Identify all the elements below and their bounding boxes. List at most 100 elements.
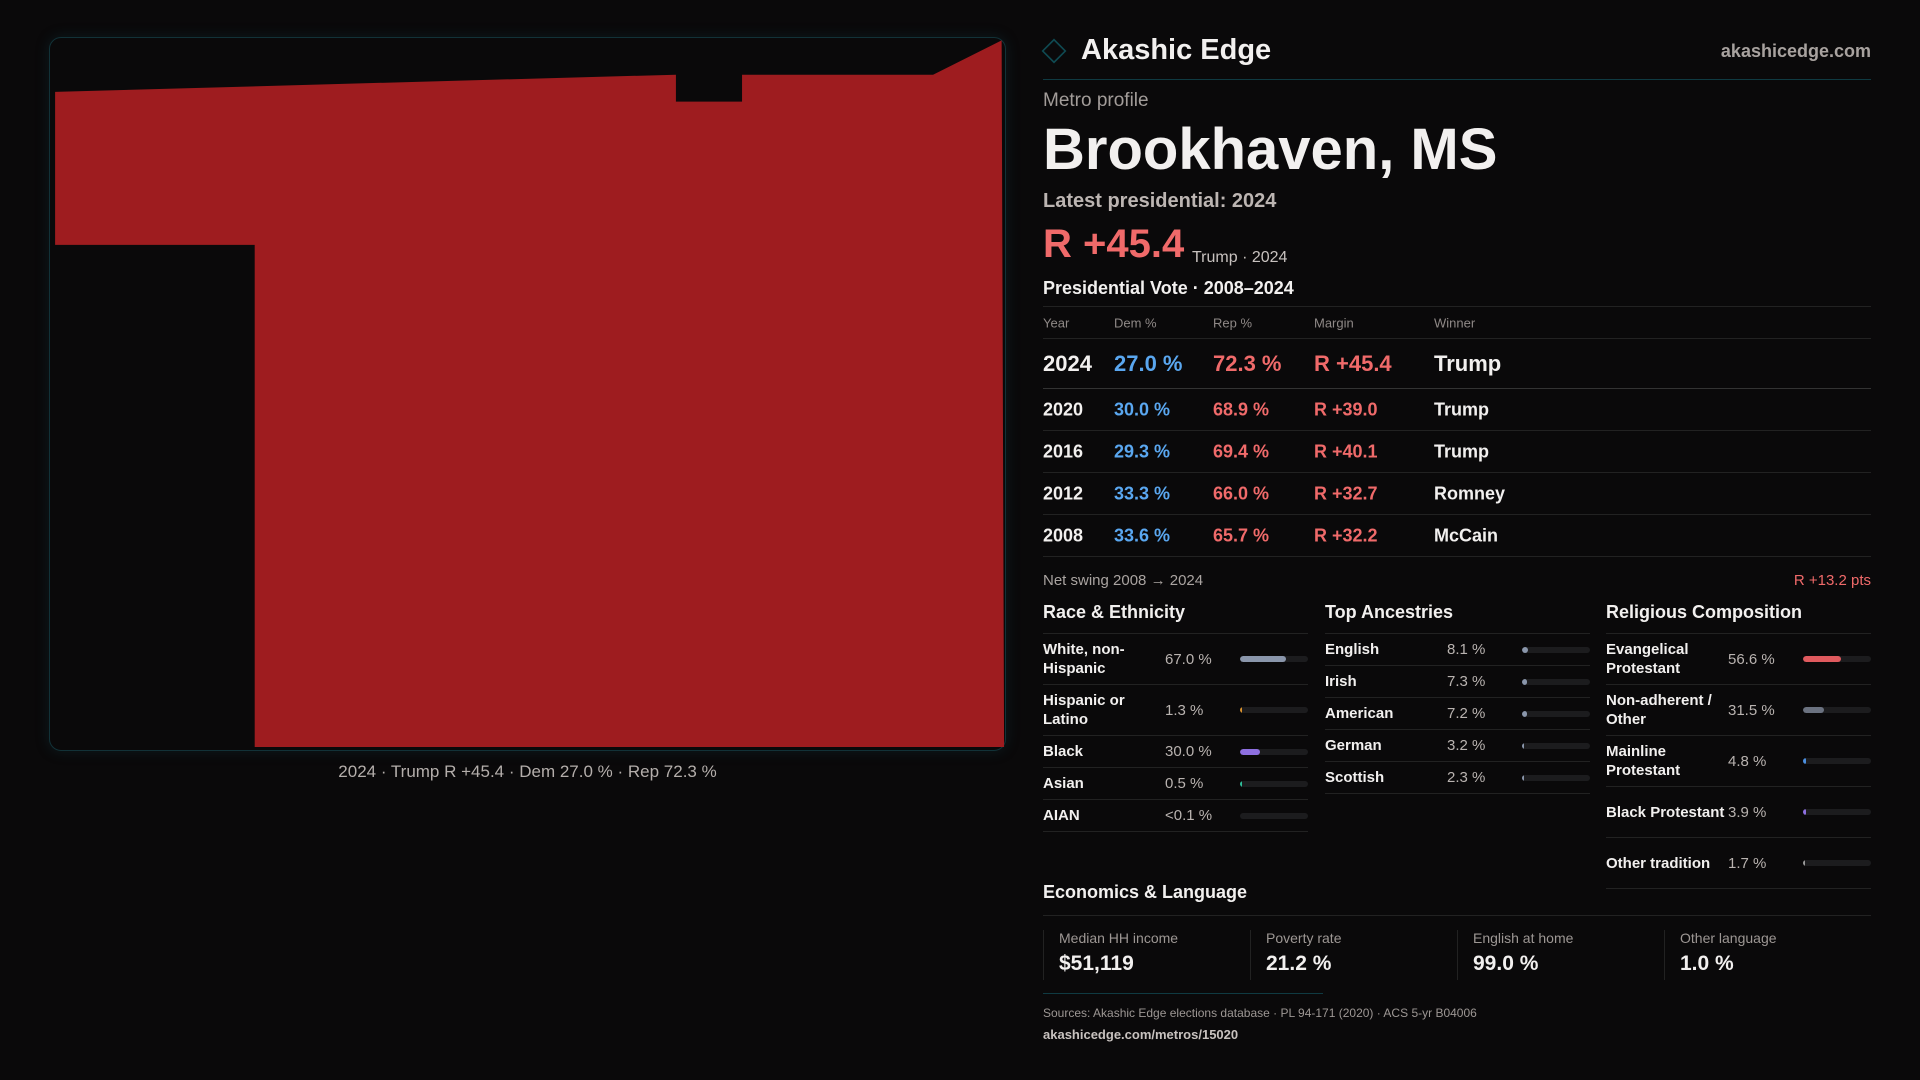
cell-rep-pct: 72.3 % bbox=[1213, 350, 1282, 376]
stat-value: 99.0 % bbox=[1473, 952, 1539, 975]
cell-dem-pct: 27.0 % bbox=[1114, 350, 1183, 376]
stat-card: English at home 99.0 % bbox=[1457, 930, 1664, 980]
divider bbox=[1043, 993, 1323, 994]
bar-track bbox=[1803, 758, 1871, 764]
col-year: Year bbox=[1043, 315, 1070, 330]
cell-dem-pct: 33.3 % bbox=[1114, 483, 1171, 503]
race-section: Race & Ethnicity White, non-Hispanic 67.0 … bbox=[1043, 602, 1308, 832]
stat-label: Median HH income bbox=[1059, 930, 1179, 946]
cell-winner: Romney bbox=[1434, 483, 1506, 503]
race-row: Black 30.0 % bbox=[1043, 736, 1308, 768]
row-pct: 56.6 % bbox=[1728, 650, 1775, 668]
ancestry-row: English 8.1 % bbox=[1325, 634, 1590, 666]
cell-dem-pct: 29.3 % bbox=[1114, 441, 1171, 461]
cell-margin: R +32.2 bbox=[1314, 525, 1378, 545]
cell-margin: R +32.7 bbox=[1314, 483, 1378, 503]
bar-fill bbox=[1803, 809, 1806, 815]
col-margin: Margin bbox=[1314, 315, 1354, 330]
bar-track bbox=[1522, 678, 1590, 685]
cell-rep-pct: 69.4 % bbox=[1213, 441, 1270, 461]
page-title: Brookhaven, MS bbox=[1043, 117, 1498, 182]
ancestry-row: Scottish 2.3 % bbox=[1325, 762, 1590, 794]
row-pct: 4.8 % bbox=[1728, 752, 1767, 770]
stat-label: Other language bbox=[1680, 930, 1777, 946]
row-pct: 8.1 % bbox=[1447, 641, 1486, 658]
diamond-logo-icon bbox=[1041, 38, 1067, 64]
stat-value: 1.0 % bbox=[1680, 952, 1734, 975]
latest-label: Latest presidential: 2024 bbox=[1043, 190, 1277, 212]
bar-fill bbox=[1803, 707, 1825, 713]
votes-table: Year Dem % Rep % Margin Winner 2024 27.0 … bbox=[1043, 306, 1871, 557]
table-row: 2016 29.3 % 69.4 % R +40.1 Trump bbox=[1043, 431, 1871, 473]
cell-year: 2012 bbox=[1043, 483, 1084, 503]
bar-track bbox=[1240, 707, 1308, 713]
ancestry-title: Top Ancestries bbox=[1325, 602, 1590, 634]
cell-year: 2020 bbox=[1043, 399, 1084, 419]
row-label: Mainline Protestant bbox=[1606, 743, 1681, 779]
row-label: Other tradition bbox=[1606, 854, 1711, 872]
race-row: AIAN <0.1 % bbox=[1043, 800, 1308, 832]
bar-track bbox=[1522, 774, 1590, 781]
bar-fill bbox=[1522, 774, 1525, 781]
cell-rep-pct: 66.0 % bbox=[1213, 483, 1270, 503]
col-dem: Dem % bbox=[1114, 315, 1157, 330]
row-pct: 7.3 % bbox=[1447, 673, 1486, 690]
bar-track bbox=[1240, 780, 1308, 787]
metro-url[interactable]: akashicedge.com/metros/15020 bbox=[1043, 1027, 1239, 1042]
stat-label: Poverty rate bbox=[1266, 930, 1342, 946]
ancestry-row: Irish 7.3 % bbox=[1325, 666, 1590, 698]
econ-title: Economics & Language bbox=[1043, 882, 1871, 916]
bar-track bbox=[1522, 646, 1590, 653]
bar-track bbox=[1803, 707, 1871, 713]
row-label: Black Protestant bbox=[1606, 803, 1725, 821]
bar-fill bbox=[1803, 758, 1807, 764]
row-pct: 3.2 % bbox=[1447, 737, 1486, 754]
cell-rep-pct: 68.9 % bbox=[1213, 399, 1270, 419]
table-header: Year Dem % Rep % Margin Winner bbox=[1043, 307, 1871, 339]
ancestry-row: German 3.2 % bbox=[1325, 730, 1590, 762]
row-label: American bbox=[1325, 705, 1394, 722]
bar-fill bbox=[1522, 742, 1525, 749]
row-label: Black bbox=[1043, 743, 1084, 760]
metro-shape[interactable] bbox=[55, 40, 1005, 747]
econ-stats: Median HH income $51,119 Poverty rate 21.2 … bbox=[1043, 930, 1871, 980]
table-row: 2024 27.0 % 72.3 % R +45.4 Trump bbox=[1043, 339, 1871, 389]
row-label: Asian bbox=[1043, 775, 1084, 792]
bar-fill bbox=[1522, 710, 1527, 717]
row-label: Non-adherent / Other bbox=[1606, 692, 1712, 728]
site-link[interactable]: akashicedge.com bbox=[1720, 41, 1871, 61]
religion-section: Religious Composition Evangelical Protest… bbox=[1606, 602, 1871, 889]
cell-margin: R +45.4 bbox=[1314, 350, 1392, 376]
sources: Sources: Akashic Edge elections database… bbox=[1043, 1006, 1477, 1020]
row-pct: 7.2 % bbox=[1447, 705, 1486, 722]
ancestry-section: Top Ancestries English 8.1 % Irish 7.3 % Amer… bbox=[1325, 602, 1590, 794]
cell-dem-pct: 30.0 % bbox=[1114, 399, 1171, 419]
religion-row: Black Protestant 3.9 % bbox=[1606, 787, 1871, 838]
row-pct: 3.9 % bbox=[1728, 803, 1767, 821]
row-pct: 1.3 % bbox=[1165, 701, 1204, 719]
row-pct: 1.7 % bbox=[1728, 854, 1767, 872]
bar-fill bbox=[1240, 748, 1261, 755]
votes-title: Presidential Vote · 2008–2024 bbox=[1043, 278, 1294, 298]
bar-fill bbox=[1240, 656, 1286, 662]
cell-margin: R +40.1 bbox=[1314, 441, 1378, 461]
row-label: Scottish bbox=[1325, 769, 1385, 786]
bar-fill bbox=[1803, 656, 1842, 662]
row-pct: 30.0 % bbox=[1165, 743, 1212, 760]
latest-margin: R +45.4 bbox=[1043, 222, 1185, 266]
cell-year: 2024 bbox=[1043, 350, 1092, 376]
col-rep: Rep % bbox=[1213, 315, 1253, 330]
col-winner: Winner bbox=[1434, 315, 1476, 330]
stat-value: $51,119 bbox=[1059, 952, 1134, 975]
bar-track bbox=[1803, 656, 1871, 662]
bar-track bbox=[1803, 860, 1871, 866]
row-pct: 31.5 % bbox=[1728, 701, 1775, 719]
map-caption: 2024 · Trump R +45.4 · Dem 27.0 % · Rep … bbox=[338, 762, 717, 781]
net-swing-value: R +13.2 pts bbox=[1793, 572, 1871, 589]
row-pct: 67.0 % bbox=[1165, 650, 1212, 668]
stat-card: Poverty rate 21.2 % bbox=[1250, 930, 1457, 980]
race-row: White, non-Hispanic 67.0 % bbox=[1043, 634, 1308, 685]
religion-row: Non-adherent / Other 31.5 % bbox=[1606, 685, 1871, 736]
bar-track bbox=[1522, 742, 1590, 749]
stat-card: Other language 1.0 % bbox=[1664, 930, 1871, 980]
